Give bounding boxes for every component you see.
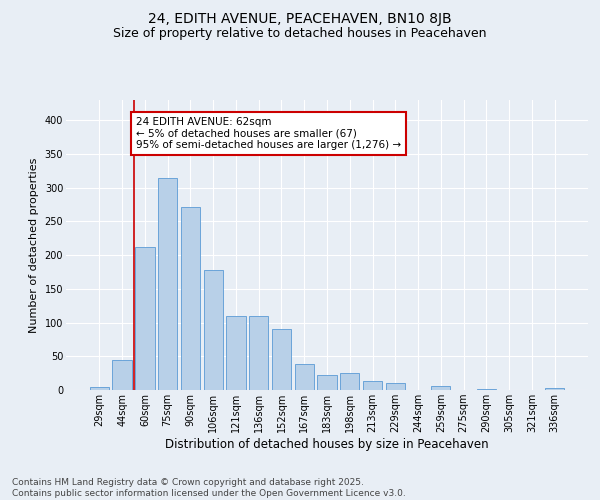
Bar [249,316,268,390]
Bar [135,247,155,390]
Bar [295,364,314,390]
Bar [545,388,564,390]
Text: 24, EDITH AVENUE, PEACEHAVEN, BN10 8JB: 24, EDITH AVENUE, PEACEHAVEN, BN10 8JB [148,12,452,26]
Text: 24 EDITH AVENUE: 62sqm
← 5% of detached houses are smaller (67)
95% of semi-deta: 24 EDITH AVENUE: 62sqm ← 5% of detached … [136,117,401,150]
Text: Contains HM Land Registry data © Crown copyright and database right 2025.
Contai: Contains HM Land Registry data © Crown c… [12,478,406,498]
Bar [340,373,359,390]
X-axis label: Distribution of detached houses by size in Peacehaven: Distribution of detached houses by size … [165,438,489,451]
Bar [158,178,178,390]
Bar [317,375,337,390]
Bar [181,206,200,390]
Bar [386,384,405,390]
Bar [272,330,291,390]
Bar [226,316,245,390]
Bar [112,360,132,390]
Bar [476,388,496,390]
Bar [203,270,223,390]
Bar [431,386,451,390]
Bar [90,386,109,390]
Y-axis label: Number of detached properties: Number of detached properties [29,158,39,332]
Bar [363,380,382,390]
Text: Size of property relative to detached houses in Peacehaven: Size of property relative to detached ho… [113,28,487,40]
